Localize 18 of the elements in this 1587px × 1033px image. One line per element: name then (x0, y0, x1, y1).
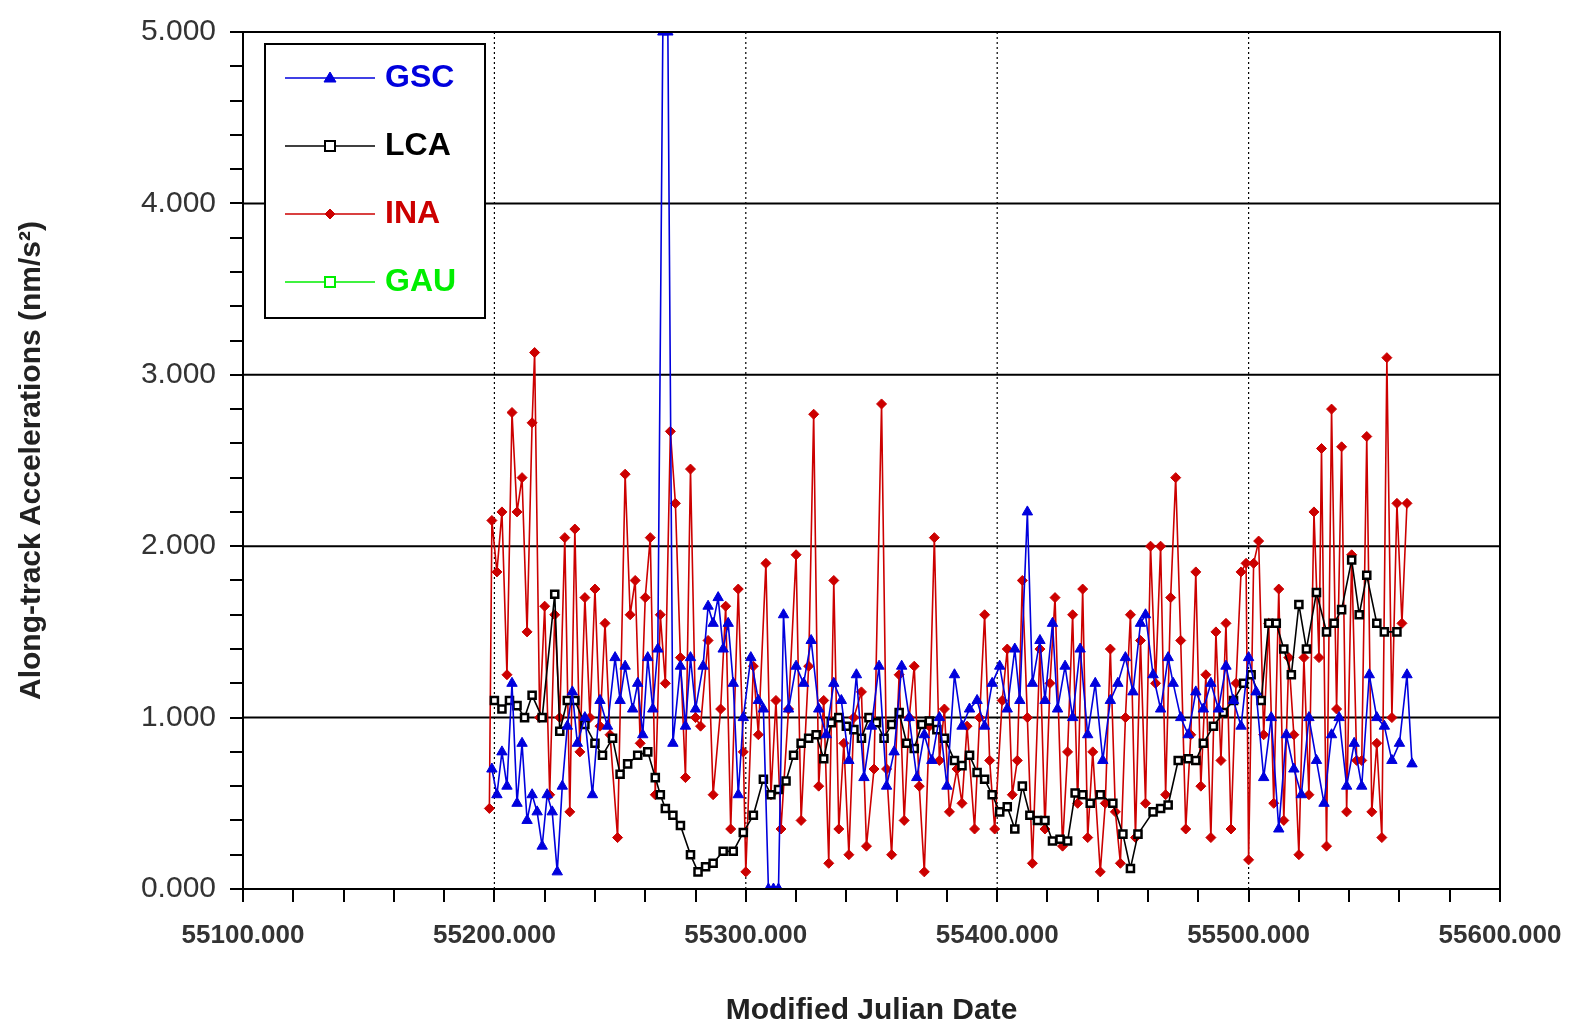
legend-label: LCA (385, 125, 451, 162)
y-tick-label: 5.000 (140, 13, 216, 47)
y-tick-label: 2.000 (140, 527, 216, 561)
x-tick-label: 55100.000 (181, 918, 305, 949)
x-tick-label: 55500.000 (1187, 918, 1311, 949)
y-axis-title: Along-track Accelerations (nm/s²) (13, 221, 47, 700)
legend-label: INA (385, 193, 441, 230)
legend-label: GAU (385, 261, 457, 298)
x-tick-label: 55400.000 (935, 918, 1059, 949)
legend-label: GSC (385, 57, 455, 94)
x-tick-label: 55200.000 (432, 918, 556, 949)
x-tick-label: 55600.000 (1438, 918, 1562, 949)
y-tick-label: 1.000 (140, 698, 216, 732)
y-tick-label: 0.000 (140, 870, 216, 904)
y-tick-label: 3.000 (140, 356, 216, 390)
y-tick-label: 4.000 (140, 184, 216, 218)
x-axis-title: Modified Julian Date (725, 992, 1018, 1026)
x-tick-label: 55300.000 (684, 918, 808, 949)
